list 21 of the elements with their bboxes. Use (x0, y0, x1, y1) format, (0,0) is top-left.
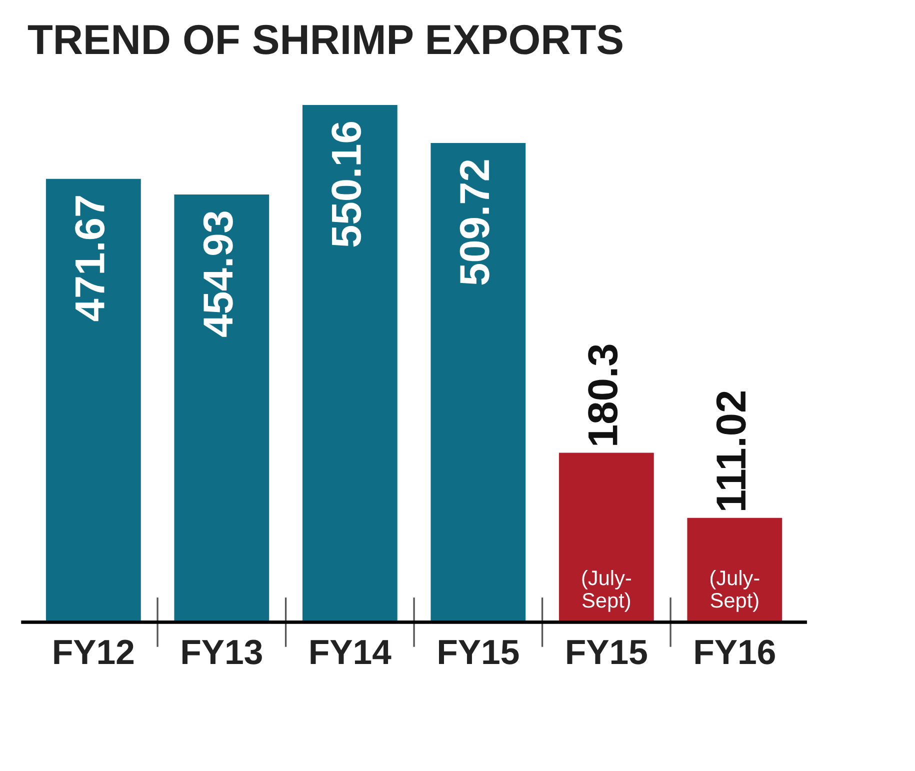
x-tick-label: FY16 (695, 640, 775, 664)
bar (302, 105, 398, 622)
bar (558, 452, 654, 622)
x-tick-label: FY14 (310, 640, 392, 664)
bar (46, 178, 141, 622)
annotation: (July- Sept) (582, 570, 631, 612)
bar (687, 518, 782, 622)
data-label: 509.72 (460, 160, 490, 285)
x-tick-label: FY12 (54, 640, 134, 664)
x-tick-label: FY15 (567, 640, 647, 664)
data-label: 550.16 (332, 122, 362, 247)
chart-title: TREND OF SHRIMP EXPORTS (28, 24, 622, 54)
x-tick-label: FY13 (182, 640, 262, 664)
annotation: (July- Sept) (710, 570, 760, 612)
data-label: 454.93 (203, 212, 233, 337)
bar (430, 143, 526, 622)
data-label: 111.02 (716, 391, 746, 510)
x-tick-label: FY15 (438, 640, 519, 664)
data-label: 471.67 (75, 196, 105, 322)
data-label: 180.3 (588, 344, 618, 445)
bar (174, 194, 270, 622)
